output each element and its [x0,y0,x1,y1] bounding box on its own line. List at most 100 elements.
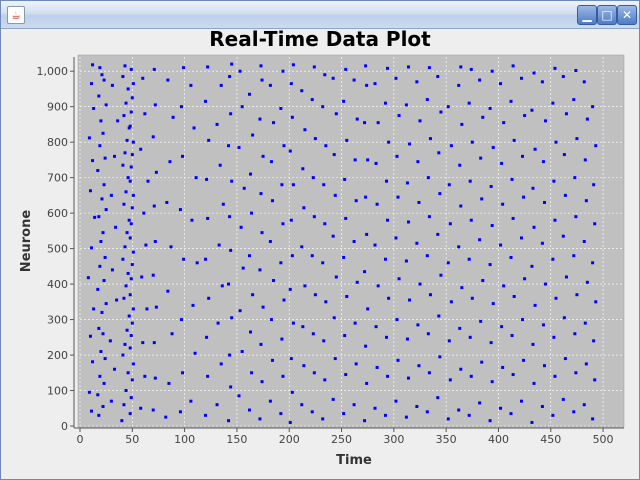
data-point [127,218,131,222]
data-point [216,321,220,325]
y-tick-label: 600 [47,207,68,220]
data-point [478,78,482,82]
data-point [97,413,101,417]
data-point [491,302,495,306]
data-point [405,337,409,341]
data-point [91,159,95,163]
data-point [385,335,389,339]
data-point [509,99,513,103]
close-icon: ✕ [621,8,633,22]
minimize-button[interactable]: ▁ [577,5,597,25]
data-point [321,261,325,265]
data-point [396,358,400,362]
data-point [129,222,133,226]
data-point [300,403,304,407]
data-point [344,373,348,377]
data-point [572,254,576,258]
y-tick-label: 0 [61,420,68,433]
data-point [96,287,100,291]
data-point [207,138,211,142]
data-point [373,406,377,410]
data-point [478,401,482,405]
data-point [366,158,370,162]
data-point [139,406,143,410]
maximize-button[interactable]: □ [597,5,617,25]
data-point [500,161,504,165]
data-point [540,241,544,245]
title-bar[interactable]: ☕ ▁ □ ✕ [1,1,639,29]
data-point [582,80,586,84]
y-tick-label: 1,000 [37,65,69,78]
data-point [572,410,576,414]
data-point [250,371,254,375]
data-point [448,222,452,226]
data-point [167,381,171,385]
data-point [324,144,328,148]
data-point [364,64,368,68]
data-point [344,67,348,71]
data-point [250,211,254,215]
data-point [427,215,431,219]
data-point [218,163,222,167]
data-point [499,243,503,247]
java-cup-icon[interactable]: ☕ [7,6,25,24]
data-point [575,137,579,141]
data-point [288,287,292,291]
data-point [192,126,196,130]
data-point [258,268,262,272]
plot-area [77,54,625,428]
data-point [363,419,367,423]
data-point [204,99,208,103]
data-point [247,92,251,96]
data-point [386,218,390,222]
close-button[interactable]: ✕ [617,5,637,25]
data-point [290,390,294,394]
data-point [126,87,130,91]
data-point [242,186,246,190]
data-point [415,404,419,408]
data-point [310,98,314,102]
data-point [364,344,368,348]
data-point [90,409,94,413]
data-point [512,138,516,142]
data-point [460,122,464,126]
data-point [206,216,210,220]
data-point [563,357,567,361]
data-point [436,75,440,79]
data-point [519,236,523,240]
data-point [553,66,557,70]
x-tick-label: 0 [77,433,84,446]
data-point [522,195,526,199]
data-point [458,163,462,167]
data-point [269,160,273,164]
data-point [425,254,429,258]
data-point [447,183,451,187]
data-point [428,137,432,141]
data-point [344,216,348,220]
data-point [110,83,114,87]
data-point [103,357,107,361]
data-point [408,298,412,302]
data-point [130,206,134,210]
data-point [258,117,262,121]
data-point [87,136,91,140]
data-point [394,399,398,403]
data-point [488,419,492,423]
data-point [131,307,135,311]
data-point [512,294,516,298]
data-point [594,144,598,148]
data-point [573,332,577,336]
data-point [467,413,471,417]
data-point [438,355,442,359]
data-point [92,307,96,311]
data-point [533,303,537,307]
data-point [460,286,464,290]
data-point [521,154,525,158]
data-point [502,121,506,125]
maximize-icon: □ [601,8,613,22]
data-point [101,404,105,408]
data-point [229,112,233,116]
data-point [100,73,104,77]
y-tick-label: 100 [47,385,68,398]
data-point [594,300,598,304]
